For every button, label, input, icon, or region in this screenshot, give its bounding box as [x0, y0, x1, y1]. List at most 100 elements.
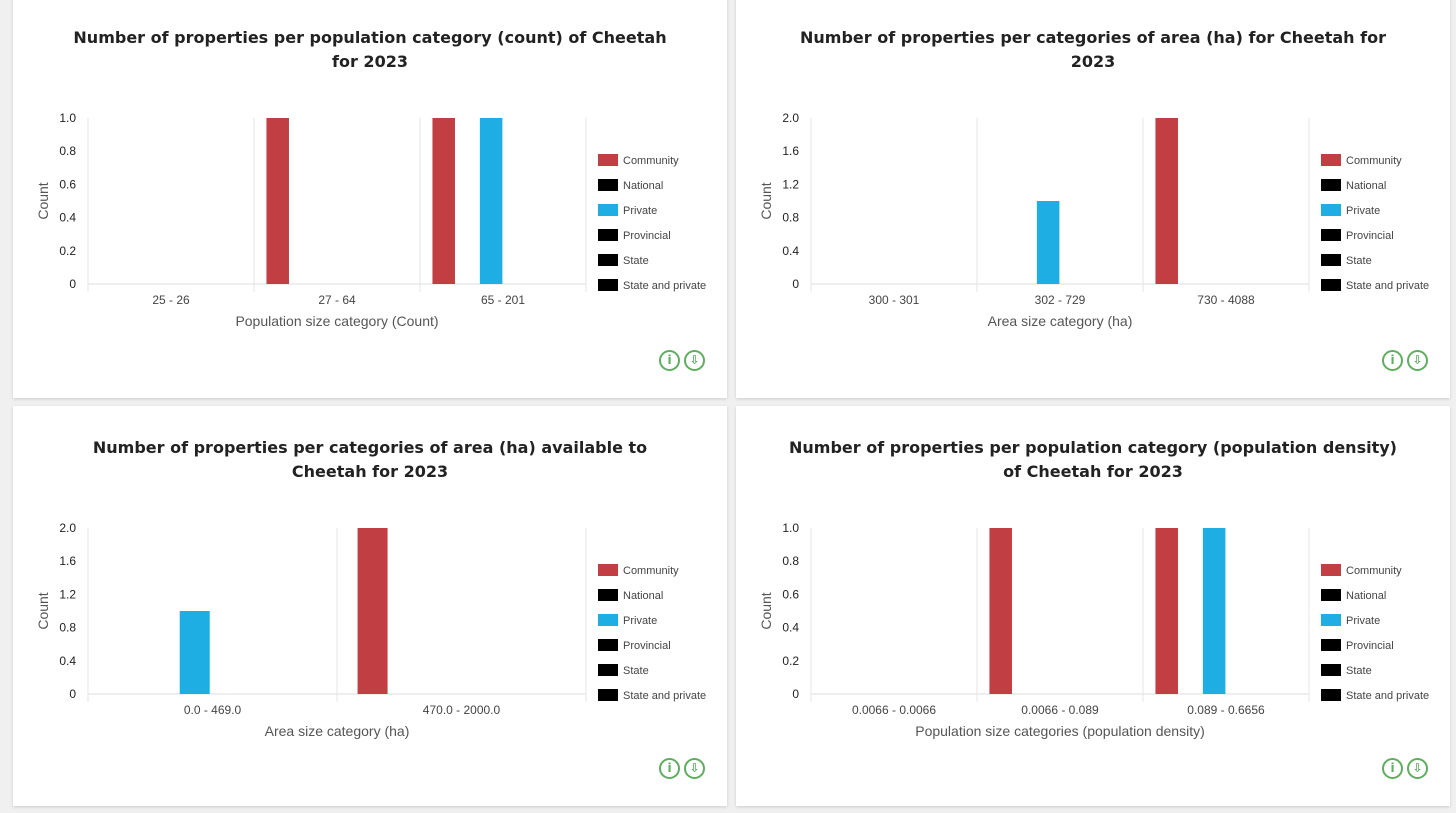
- y-tick-label: 1.0: [59, 111, 76, 125]
- legend-label: Provincial: [623, 640, 671, 652]
- legend-label: State: [623, 665, 649, 677]
- legend-label: Private: [1346, 205, 1380, 217]
- y-tick-label: 0.2: [782, 654, 799, 668]
- y-tick-label: 0.8: [59, 621, 76, 635]
- info-icon[interactable]: i: [1382, 350, 1403, 371]
- y-tick-label: 0.6: [59, 177, 76, 191]
- info-icon[interactable]: i: [1382, 758, 1403, 779]
- legend-label: Private: [623, 205, 657, 217]
- y-tick-label: 1.0: [782, 521, 799, 535]
- legend-item-community[interactable]: Community: [598, 564, 679, 577]
- legend-label: Provincial: [1346, 640, 1394, 652]
- legend-item-national[interactable]: National: [598, 179, 663, 192]
- chart-title: Number of properties per categories of a…: [92, 438, 648, 481]
- bar-chart: 0 0.4 0.8 1.2 1.6 2.0 Count 0.0 - 469.0 470.0 - …: [35, 521, 706, 739]
- legend-swatch: [1321, 204, 1341, 216]
- legend-swatch: [598, 154, 618, 166]
- x-tick-label: 470.0 - 2000.0: [423, 703, 501, 717]
- legend-label: National: [623, 590, 663, 602]
- legend-item-community[interactable]: Community: [1321, 154, 1402, 167]
- bar-private: [479, 118, 503, 284]
- legend-item-state[interactable]: State: [1321, 664, 1372, 677]
- x-axis-title: Population size category (Count): [235, 313, 438, 329]
- legend-swatch: [598, 639, 618, 651]
- x-tick-label: 300 - 301: [869, 293, 920, 307]
- info-icon[interactable]: i: [659, 350, 680, 371]
- legend-label: Community: [1346, 155, 1402, 167]
- bar-private: [179, 611, 210, 694]
- legend-swatch: [1321, 179, 1341, 191]
- legend-label: State: [623, 255, 649, 267]
- bar-chart: 0 0.2 0.4 0.6 0.8 1.0 Count 0.0066 - 0.0066 0.00…: [758, 521, 1429, 739]
- legend-swatch: [598, 564, 618, 576]
- y-axis-title: Count: [758, 592, 774, 629]
- legend-label: State and private: [1346, 690, 1429, 702]
- legend-item-private[interactable]: Private: [598, 204, 657, 217]
- legend-item-private[interactable]: Private: [1321, 614, 1380, 627]
- legend-label: National: [1346, 590, 1386, 602]
- legend-item-provincial[interactable]: Provincial: [1321, 229, 1394, 242]
- chart-title: Number of properties per population cate…: [73, 28, 667, 71]
- bar-community: [357, 528, 388, 694]
- legend-label: State and private: [623, 690, 706, 702]
- x-tick-label: 25 - 26: [152, 293, 190, 307]
- legend-label: National: [1346, 180, 1386, 192]
- y-tick-label: 0.8: [782, 554, 799, 568]
- y-tick-label: 0.4: [59, 211, 76, 225]
- y-tick-label: 1.6: [782, 144, 799, 158]
- legend-swatch: [598, 254, 618, 266]
- x-tick-label: 0.0 - 469.0: [184, 703, 242, 717]
- y-tick-label: 1.2: [782, 177, 799, 191]
- info-icon[interactable]: i: [659, 758, 680, 779]
- legend-item-provincial[interactable]: Provincial: [598, 639, 671, 652]
- y-tick-label: 0.8: [59, 144, 76, 158]
- chart-card-population-density: Number of properties per population cate…: [736, 406, 1450, 806]
- download-icon[interactable]: ⇩: [684, 350, 705, 371]
- legend-item-community[interactable]: Community: [598, 154, 679, 167]
- legend-label: State and private: [623, 280, 706, 292]
- x-tick-label: 0.0066 - 0.089: [1021, 703, 1099, 717]
- legend-label: State: [1346, 255, 1372, 267]
- legend-label: State and private: [1346, 280, 1429, 292]
- legend-item-state[interactable]: State: [598, 664, 649, 677]
- bar-chart: 0 0.4 0.8 1.2 1.6 2.0 Count 300 - 301 302 - 729 7…: [758, 111, 1429, 329]
- legend-label: Private: [623, 615, 657, 627]
- x-tick-label: 65 - 201: [481, 293, 525, 307]
- bar-community: [989, 528, 1012, 694]
- legend-item-state-and-private[interactable]: State and private: [598, 279, 706, 292]
- legend-item-provincial[interactable]: Provincial: [598, 229, 671, 242]
- legend-label: Community: [623, 155, 679, 167]
- bar-community: [1155, 528, 1178, 694]
- download-icon[interactable]: ⇩: [684, 758, 705, 779]
- legend-swatch: [1321, 589, 1341, 601]
- legend-item-national[interactable]: National: [598, 589, 663, 602]
- legend-item-national[interactable]: National: [1321, 179, 1386, 192]
- legend-item-private[interactable]: Private: [598, 614, 657, 627]
- y-tick-label: 0: [792, 277, 799, 291]
- legend-item-provincial[interactable]: Provincial: [1321, 639, 1394, 652]
- y-tick-label: 0.2: [59, 244, 76, 258]
- y-tick-label: 0.4: [782, 621, 799, 635]
- download-icon[interactable]: ⇩: [1407, 758, 1428, 779]
- x-tick-label: 302 - 729: [1035, 293, 1086, 307]
- legend-item-national[interactable]: National: [1321, 589, 1386, 602]
- chart-card-area-available: Number of properties per categories of a…: [13, 406, 727, 806]
- legend-item-private[interactable]: Private: [1321, 204, 1380, 217]
- legend-item-state[interactable]: State: [1321, 254, 1372, 267]
- legend-swatch: [1321, 614, 1341, 626]
- download-icon[interactable]: ⇩: [1407, 350, 1428, 371]
- legend-label: Provincial: [623, 230, 671, 242]
- legend-item-community[interactable]: Community: [1321, 564, 1402, 577]
- y-tick-label: 2.0: [59, 521, 76, 535]
- legend-swatch: [598, 204, 618, 216]
- legend-item-state-and-private[interactable]: State and private: [1321, 689, 1429, 702]
- legend-label: National: [623, 180, 663, 192]
- legend-swatch: [1321, 689, 1341, 701]
- legend-item-state-and-private[interactable]: State and private: [1321, 279, 1429, 292]
- x-tick-label: 27 - 64: [318, 293, 356, 307]
- legend-swatch: [598, 614, 618, 626]
- legend-item-state-and-private[interactable]: State and private: [598, 689, 706, 702]
- legend-item-state[interactable]: State: [598, 254, 649, 267]
- legend-swatch: [598, 689, 618, 701]
- legend-label: Community: [1346, 565, 1402, 577]
